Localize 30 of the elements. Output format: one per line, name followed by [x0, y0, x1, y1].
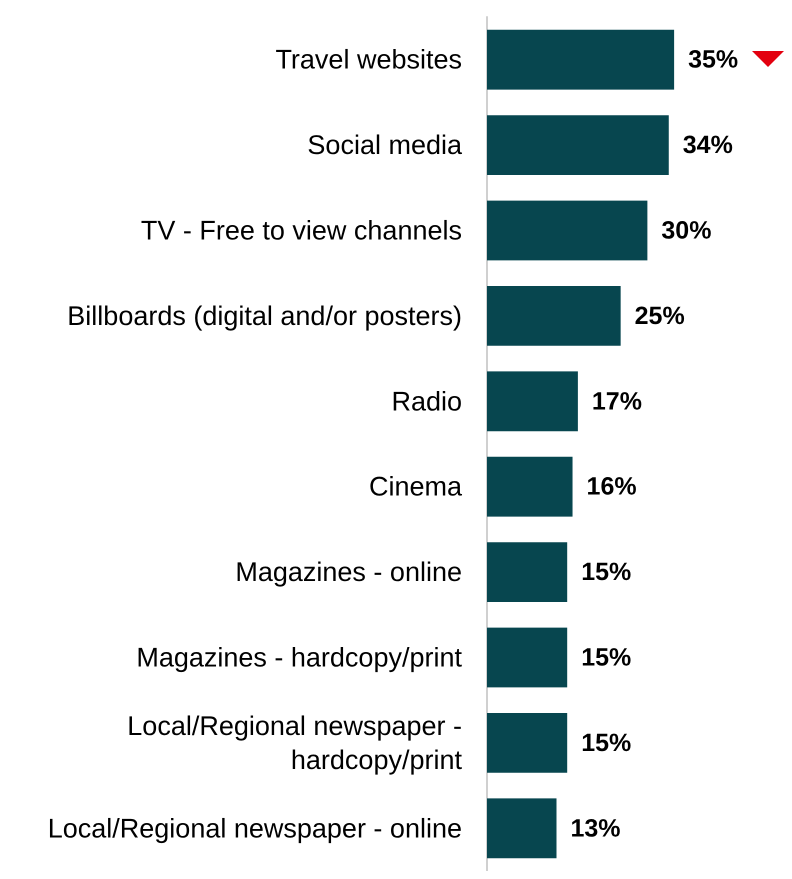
data-label: 15%	[581, 558, 632, 586]
bar	[487, 542, 568, 602]
bar	[487, 628, 568, 688]
y-tick-label: Cinema	[368, 472, 463, 502]
data-label: 34%	[682, 131, 733, 160]
bar	[487, 798, 556, 858]
bar	[487, 115, 669, 175]
y-tick-label: TV - Free to view channels	[140, 216, 462, 246]
y-tick-label: Billboards (digital and/or posters)	[67, 300, 462, 331]
data-label: 35%	[688, 46, 738, 74]
data-label: 13%	[570, 814, 621, 842]
data-label: 30%	[661, 216, 712, 244]
data-label: 15%	[581, 728, 632, 757]
bar	[487, 200, 648, 260]
y-tick-label: Magazines - online	[235, 557, 462, 588]
y-tick-label: Local/Regional newspaper - hardcopy/print	[127, 710, 462, 775]
data-label: 15%	[581, 644, 632, 672]
y-tick-label: Local/Regional newspaper - online	[48, 813, 462, 844]
bar	[487, 371, 578, 432]
data-label: 17%	[592, 387, 642, 416]
data-label: 16%	[586, 472, 637, 501]
y-tick-label: Travel websites	[275, 44, 462, 75]
bar	[487, 713, 568, 773]
y-tick-label: Radio	[391, 386, 462, 416]
data-label: 25%	[634, 302, 685, 330]
bar	[487, 30, 674, 90]
y-tick-label: Magazines - hardcopy/print	[136, 642, 462, 672]
y-tick-label: Social media	[307, 130, 463, 160]
bar	[487, 456, 573, 517]
bar	[487, 286, 621, 346]
